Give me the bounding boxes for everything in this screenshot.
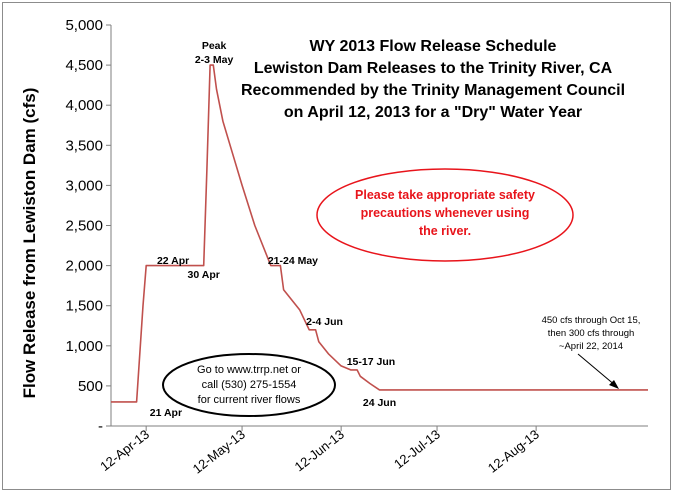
annotation-label: 21-24 May (268, 255, 318, 267)
title-line: WY 2013 Flow Release Schedule (310, 38, 557, 55)
safety-ellipse (316, 168, 574, 262)
annotations: 21 Apr 22 Apr 30 Apr Peak 2-3 May 21-24 May 2-… (150, 40, 396, 419)
flow-series-line (111, 64, 648, 403)
y-tick-label: 1,500 (65, 298, 103, 315)
flow-note-arrow (577, 353, 617, 387)
annotation-label: 22 Apr (157, 255, 189, 267)
y-tick-label: 4,000 (65, 97, 103, 114)
y-tick-label: 2,000 (65, 258, 103, 275)
annotation-label: 15-17 Jun (347, 356, 395, 368)
y-tick-label: - (98, 418, 103, 435)
website-ellipse (162, 353, 336, 417)
y-tick-label: 4,500 (65, 57, 103, 74)
flow-note-text: 450 cfs through Oct 15, (542, 315, 641, 326)
y-tick-label: 3,000 (65, 177, 103, 194)
series-layer (111, 64, 648, 403)
website-callout: Go to www.trrp.net or call (530) 275-155… (162, 353, 336, 417)
y-tick-label: 3,500 (65, 137, 103, 154)
x-tick-label: 12-Jun-13 (292, 427, 347, 475)
flow-note-text: then 300 cfs through (548, 328, 635, 339)
y-tick-label: 2,500 (65, 218, 103, 235)
x-axis-ticks: 12-Apr-13 12-May-13 12-Jun-13 12-Jul-13 12-A… (97, 426, 542, 477)
annotation-label: Peak (202, 40, 227, 52)
website-text: Go to www.trrp.net or (197, 364, 301, 376)
safety-text: precautions whenever using (361, 206, 530, 220)
annotation-label: 2-4 Jun (306, 316, 343, 328)
x-tick-label: 12-Apr-13 (97, 427, 152, 474)
chart-title: WY 2013 Flow Release Schedule Lewiston D… (241, 38, 625, 121)
title-line: Lewiston Dam Releases to the Trinity Riv… (254, 60, 613, 77)
flow-release-chart: - 500 1,000 1,500 2,000 2,500 3,000 3,500 4,000 4… (20, 17, 648, 477)
chart-frame: - 500 1,000 1,500 2,000 2,500 3,000 3,500 4,000 4… (2, 2, 671, 490)
x-tick-label: 12-Aug-13 (485, 427, 542, 476)
annotation-label: 30 Apr (188, 269, 220, 281)
annotation-label: 21 Apr (150, 407, 182, 419)
safety-callout: Please take appropriate safety precautio… (316, 168, 574, 262)
website-text: for current river flows (198, 394, 301, 406)
x-tick-label: 12-Jul-13 (391, 427, 443, 472)
y-tick-label: 1,000 (65, 338, 103, 355)
x-tick-label: 12-May-13 (190, 427, 248, 477)
y-axis-ticks: - 500 1,000 1,500 2,000 2,500 3,000 3,500 4,000 4… (65, 17, 111, 435)
flow-note-text: ~April 22, 2014 (559, 341, 623, 352)
website-text: call (530) 275-1554 (202, 379, 297, 391)
annotation-label: 24 Jun (363, 397, 396, 409)
title-line: Recommended by the Trinity Management Co… (241, 82, 625, 99)
title-line: on April 12, 2013 for a "Dry" Water Year (284, 104, 582, 121)
flow-note: 450 cfs through Oct 15, then 300 cfs thr… (542, 315, 641, 352)
safety-text: the river. (419, 224, 471, 238)
safety-text: Please take appropriate safety (355, 188, 535, 202)
y-tick-label: 5,000 (65, 17, 103, 34)
y-axis-label: Flow Release from Lewiston Dam (cfs) (20, 88, 39, 399)
annotation-label: 2-3 May (195, 54, 234, 66)
y-tick-label: 500 (78, 378, 103, 395)
flow-note-arrowhead (609, 380, 619, 389)
